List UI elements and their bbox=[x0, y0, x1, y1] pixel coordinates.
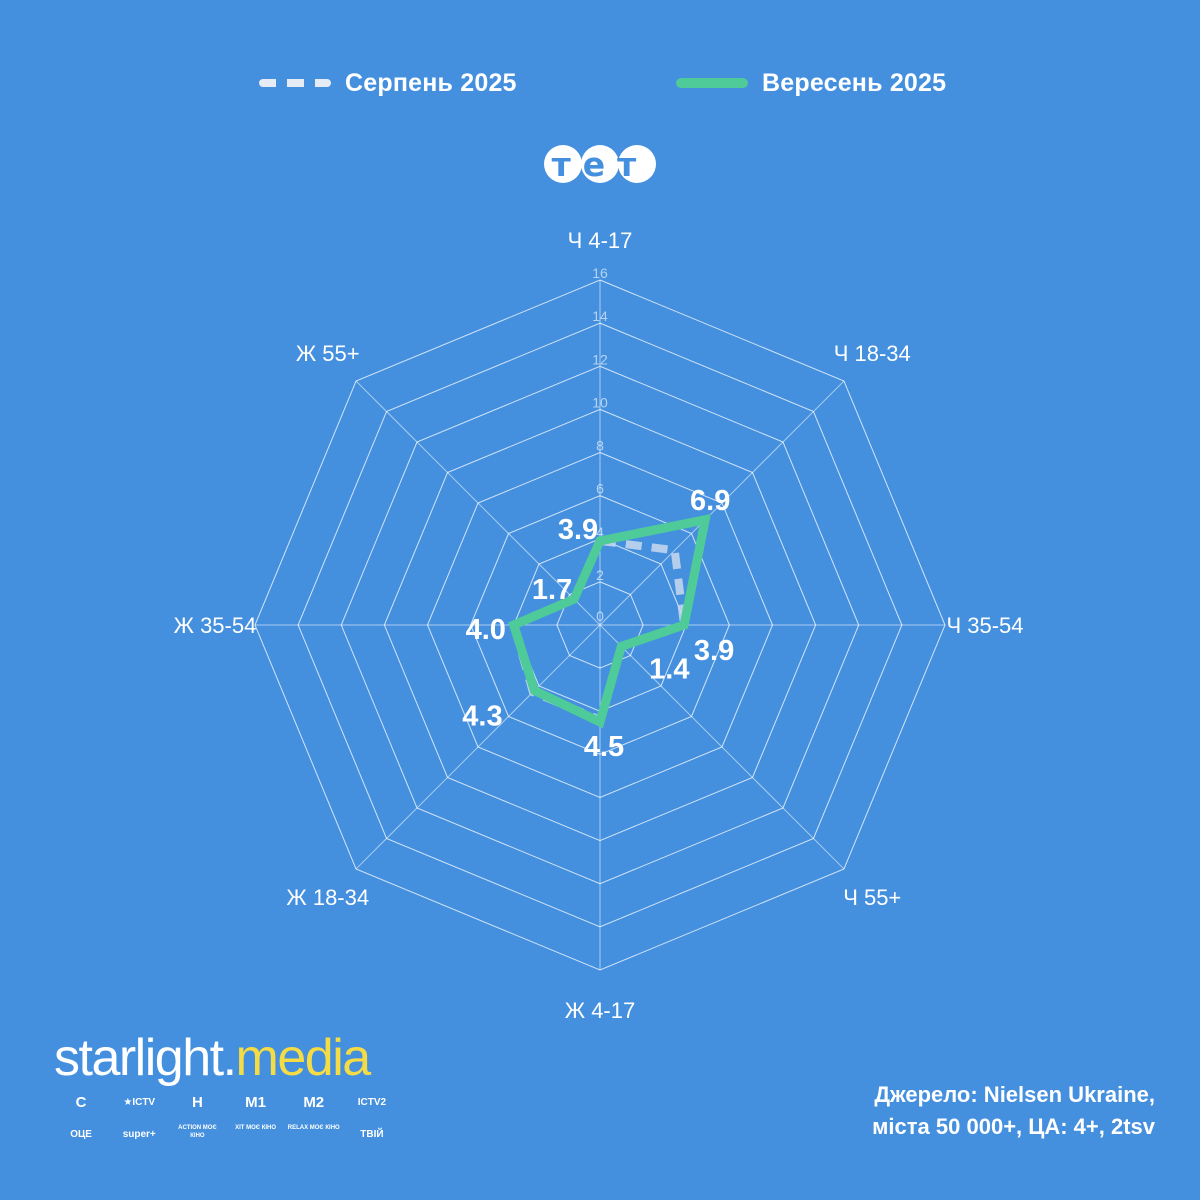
channel-logo-circle bbox=[581, 145, 619, 183]
category-labels: Ч 4-17 Ч 18-34 Ч 35-54 Ч 55+ Ж 4-17 Ж 18-34 Ж … bbox=[174, 228, 1024, 1023]
tick-label: 16 bbox=[592, 265, 608, 281]
category-label: Ч 55+ bbox=[843, 885, 901, 910]
legend-label-august: Серпень 2025 bbox=[345, 68, 517, 97]
value-label: 6.9 bbox=[690, 485, 730, 517]
channel-logo: тет bbox=[544, 145, 656, 184]
brand-logo: starlight.media bbox=[54, 1028, 372, 1088]
value-label: 1.4 bbox=[649, 653, 689, 685]
tick-label: 6 bbox=[596, 481, 604, 497]
value-label: 3.9 bbox=[694, 635, 734, 667]
category-label: Ч 35-54 bbox=[946, 613, 1023, 638]
channel-logo-item: ТВІЙ bbox=[360, 1129, 384, 1140]
channel-logo-item: ОЦЕ bbox=[70, 1129, 92, 1140]
channel-logo-item: ACTION МОЄ КІНО bbox=[178, 1125, 217, 1139]
source-note: Джерело: Nielsen Ukraine, міста 50 000+,… bbox=[872, 1079, 1155, 1143]
category-label: Ч 18-34 bbox=[834, 341, 911, 366]
value-label: 3.9 bbox=[558, 514, 598, 546]
value-label: 4.0 bbox=[466, 614, 506, 646]
legend-item-august: Серпень 2025 bbox=[259, 66, 517, 100]
value-labels: 3.96.93.91.44.54.34.01.7 bbox=[462, 485, 734, 763]
axis-spoke bbox=[355, 624, 601, 870]
data-series bbox=[508, 514, 711, 729]
source-line-2: міста 50 000+, ЦА: 4+, 2tsv bbox=[872, 1114, 1155, 1139]
axis-spoke bbox=[355, 380, 601, 626]
category-label: Ж 35-54 bbox=[174, 613, 257, 638]
category-label: Ж 55+ bbox=[296, 341, 360, 366]
value-label: 4.5 bbox=[584, 731, 624, 763]
channel-logo-item: ICTV2 bbox=[357, 1097, 387, 1108]
tick-label: 8 bbox=[596, 438, 604, 454]
category-label: Ч 4-17 bbox=[568, 228, 633, 253]
series-september-line bbox=[508, 514, 711, 729]
channel-logo-item: M2 bbox=[303, 1094, 325, 1111]
axis-spoke bbox=[599, 380, 845, 626]
channel-logo-item: super+ bbox=[122, 1129, 156, 1140]
brand-part-1: starlight bbox=[54, 1029, 224, 1087]
channel-logo-text: тет bbox=[552, 145, 649, 184]
tick-label: 12 bbox=[592, 351, 608, 367]
channel-logo-item: H bbox=[191, 1094, 203, 1111]
category-label: Ж 4-17 bbox=[565, 998, 635, 1023]
channel-logo-circle bbox=[618, 145, 656, 183]
category-label: Ж 18-34 bbox=[286, 885, 369, 910]
value-label: 4.3 bbox=[462, 701, 502, 733]
tick-label: 10 bbox=[592, 394, 608, 410]
channel-logo-item: ХІТ МОЄ КІНО bbox=[235, 1125, 277, 1131]
brand-dot: . bbox=[222, 1029, 237, 1087]
channel-logo-item: C bbox=[75, 1094, 87, 1111]
tick-label: 0 bbox=[596, 608, 604, 624]
legend-solid-swatch bbox=[676, 78, 748, 88]
tick-label: 2 bbox=[596, 567, 604, 583]
axis-spoke bbox=[599, 624, 845, 870]
brand-part-2: media bbox=[235, 1029, 372, 1087]
legend-item-september: Вересень 2025 bbox=[676, 66, 946, 100]
channel-logo-item: M1 bbox=[245, 1094, 266, 1111]
value-label: 1.7 bbox=[532, 574, 572, 606]
channel-logos: C ★ICTV H M1 M2 ICTV2 ОЦЕ super+ ACTION … bbox=[54, 1092, 399, 1146]
tick-label: 4 bbox=[596, 524, 604, 540]
legend-label-september: Вересень 2025 bbox=[762, 68, 947, 97]
channel-logo-item: ★ICTV bbox=[123, 1097, 156, 1108]
source-line-1: Джерело: Nielsen Ukraine, bbox=[874, 1082, 1155, 1107]
radar-axes bbox=[255, 280, 945, 970]
radar-tick-labels: 0 2 4 6 8 10 12 14 16 bbox=[592, 265, 608, 624]
channel-logo-item: RELAX МОЄ КІНО bbox=[287, 1125, 340, 1131]
legend-dashed-swatch bbox=[259, 79, 331, 87]
tick-label: 14 bbox=[592, 308, 608, 324]
channel-logo-circle bbox=[544, 145, 582, 183]
